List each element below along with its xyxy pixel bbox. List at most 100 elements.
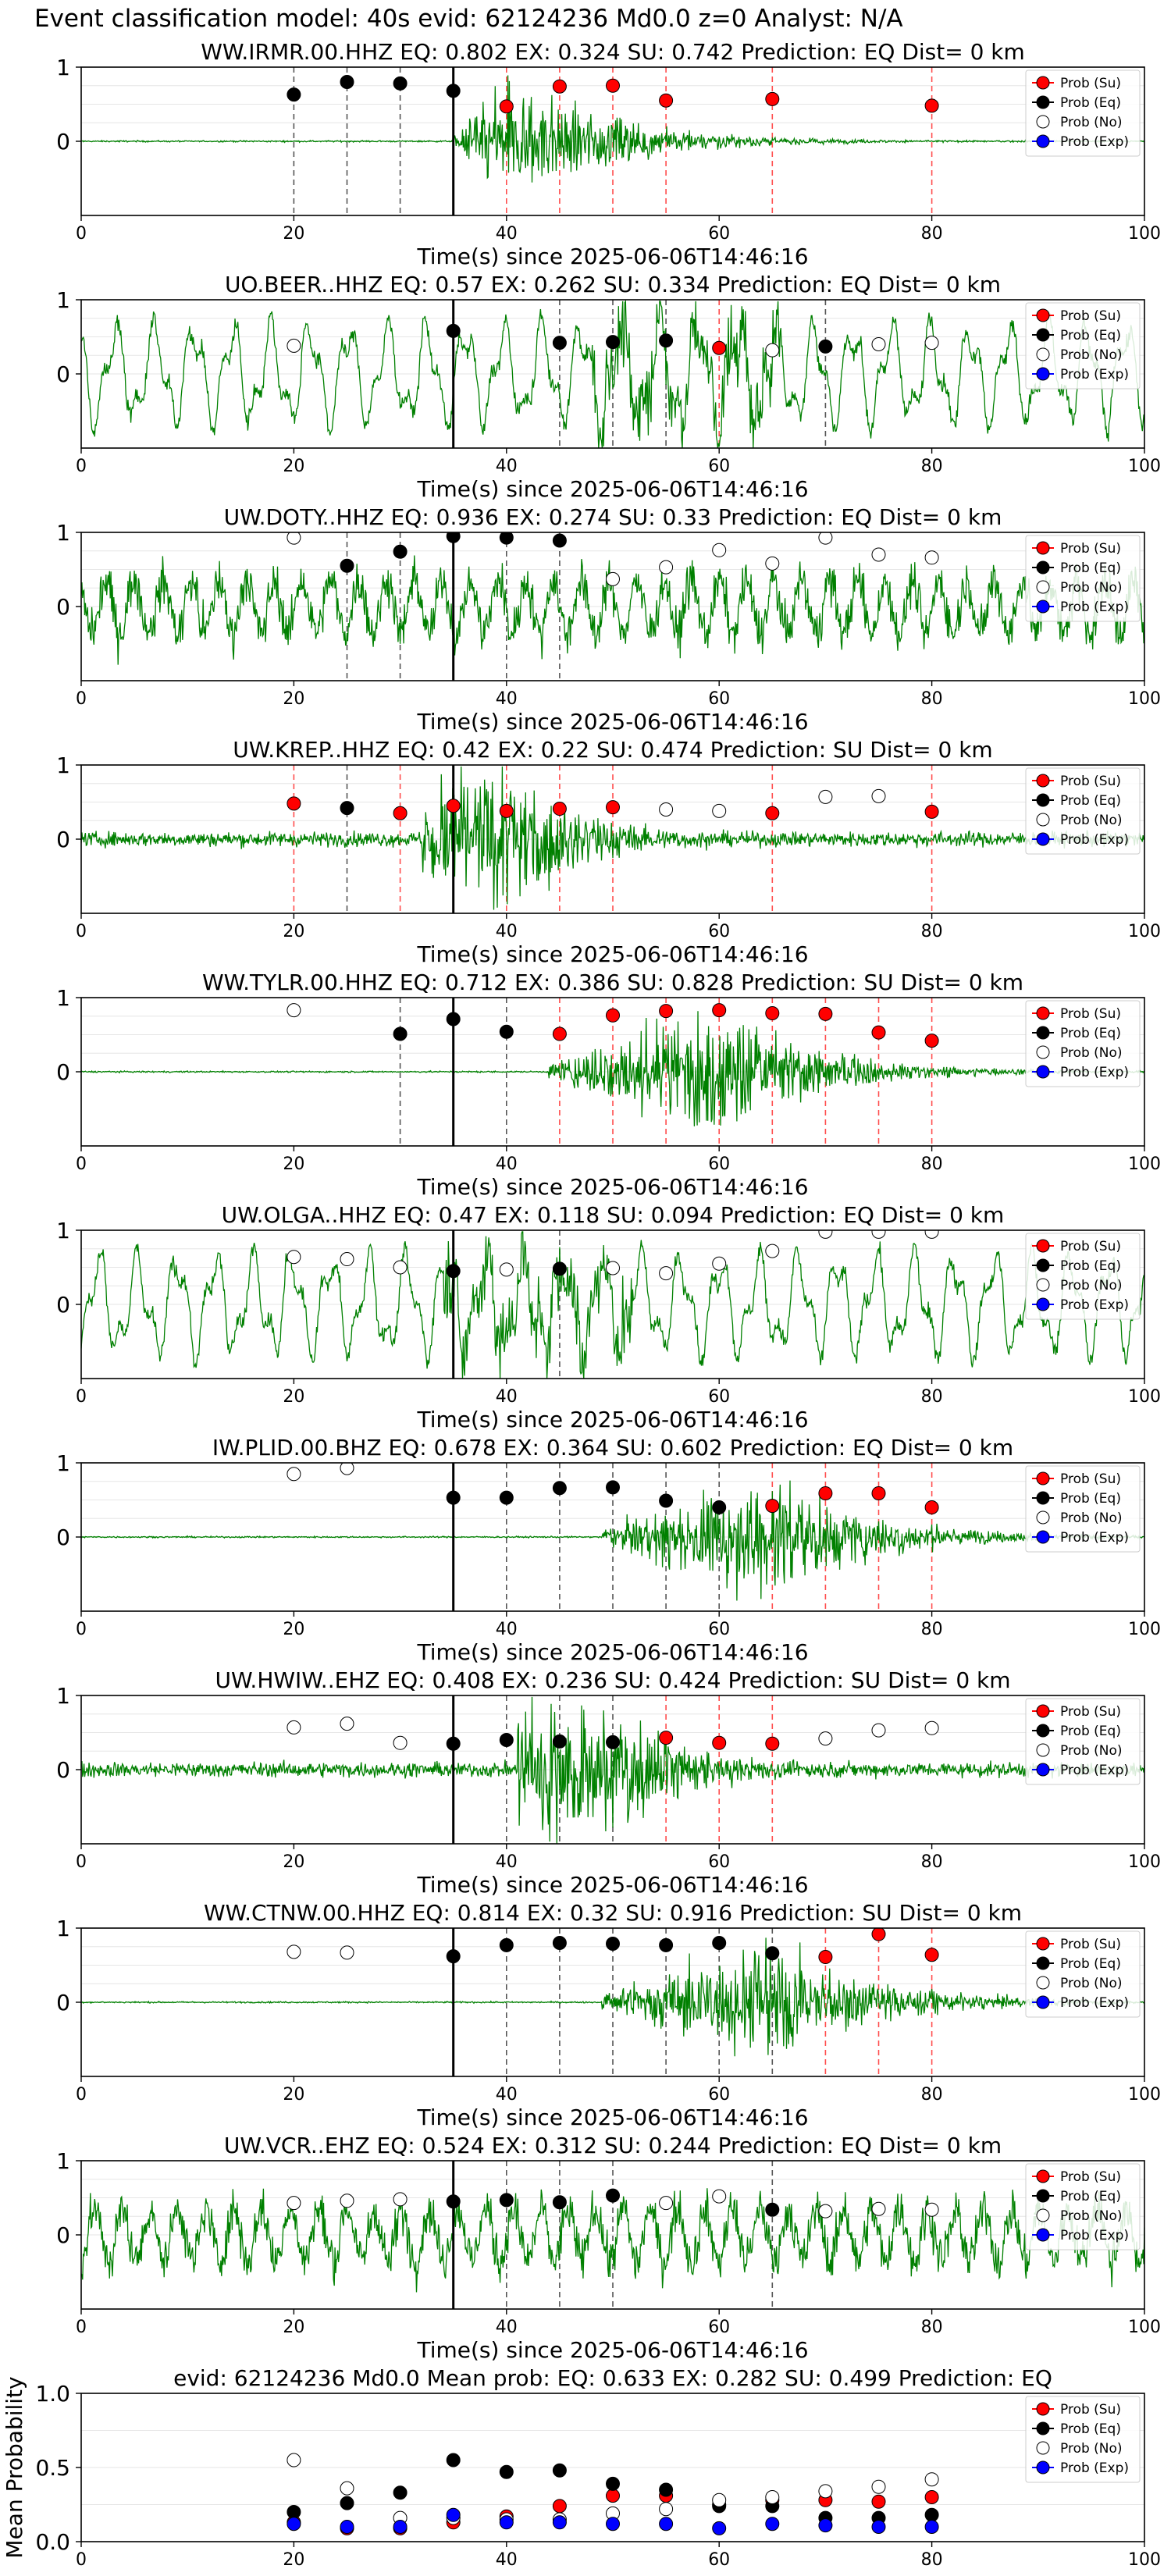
y-tick-label: 0	[56, 1525, 70, 1550]
y-tick-label: 1	[56, 753, 70, 778]
y-tick-label: 0	[56, 1990, 70, 2016]
prob-point-su	[552, 1026, 567, 1041]
legend-marker-su	[1036, 2402, 1050, 2416]
mean-point-eq	[393, 2485, 408, 2500]
mean-point-exp	[924, 2520, 939, 2534]
x-tick-label: 100	[1128, 1387, 1161, 1407]
mean-point-exp	[287, 2517, 301, 2532]
x-tick-label: 80	[921, 922, 943, 941]
x-axis-label: Time(s) since 2025-06-06T14:46:16	[416, 709, 808, 735]
prob-point-no	[659, 802, 674, 817]
prob-point-eq	[446, 1490, 461, 1505]
prob-point-no	[659, 560, 674, 575]
prob-point-eq	[552, 1481, 567, 1496]
prob-point-no	[765, 343, 780, 358]
mean-point-exp	[871, 2520, 886, 2534]
legend-marker-su	[1036, 1704, 1050, 1718]
x-tick-label: 40	[496, 1155, 518, 1174]
prob-point-no	[340, 1463, 354, 1475]
y-axis-label: Mean Probability	[2, 2376, 27, 2558]
x-axis-label: Time(s) since 2025-06-06T14:46:16	[416, 941, 808, 967]
prob-point-no	[871, 2201, 886, 2216]
x-tick-label: 0	[76, 224, 87, 244]
legend-label-eq: Prob (Eq)	[1060, 1491, 1121, 1507]
x-axis-label: Time(s) since 2025-06-06T14:46:16	[416, 2337, 808, 2363]
legend-label-exp: Prob (Exp)	[1060, 134, 1129, 150]
x-tick-label: 40	[496, 2085, 518, 2105]
mean-point-eq	[606, 2476, 620, 2491]
waveform-trace	[81, 2188, 1144, 2293]
legend-marker-exp	[1036, 1763, 1050, 1777]
x-axis-label: Time(s) since 2025-06-06T14:46:16	[416, 1639, 808, 1665]
prob-point-no	[287, 1467, 301, 1482]
prob-point-no	[765, 1244, 780, 1258]
panel-title: UW.HWIW..EHZ EQ: 0.408 EX: 0.236 SU: 0.4…	[215, 1667, 1010, 1693]
y-tick-label: 1	[56, 1450, 70, 1476]
legend-label-su: Prob (Su)	[1060, 1704, 1121, 1720]
legend-label-eq: Prob (Eq)	[1060, 2421, 1121, 2437]
prob-point-no	[659, 1266, 674, 1281]
x-tick-label: 0	[76, 2318, 87, 2337]
x-tick-label: 60	[708, 1852, 730, 1872]
legend-marker-eq	[1036, 2189, 1050, 2203]
prob-point-no	[287, 1720, 301, 1735]
prob-point-eq	[499, 1937, 514, 1952]
prob-point-eq	[552, 533, 567, 548]
x-axis-label: Time(s) since 2025-06-06T14:46:16	[416, 1174, 808, 1200]
waveform-trace	[81, 75, 1144, 183]
mean-point-su	[606, 2489, 620, 2503]
prob-point-su	[818, 1485, 833, 1500]
prob-point-no	[818, 1731, 833, 1746]
waveform-trace	[81, 1696, 1144, 1844]
prob-point-no	[924, 1720, 939, 1735]
legend-label-su: Prob (Su)	[1060, 1471, 1121, 1487]
legend-label-su: Prob (Su)	[1060, 76, 1121, 91]
prob-point-no	[712, 803, 727, 818]
y-tick-label: 0	[56, 827, 70, 852]
x-tick-label: 20	[283, 224, 304, 244]
x-tick-label: 100	[1128, 2550, 1161, 2570]
station-panel: UO.BEER..HHZ EQ: 0.57 EX: 0.262 SU: 0.33…	[56, 272, 1161, 502]
legend-label-exp: Prob (Exp)	[1060, 1763, 1129, 1778]
prob-point-su	[924, 1500, 939, 1514]
waveform-trace	[81, 1231, 1144, 1379]
plot-area	[81, 1463, 1144, 1611]
x-tick-label: 60	[708, 689, 730, 709]
x-tick-label: 100	[1128, 224, 1161, 244]
legend-label-no: Prob (No)	[1060, 2208, 1123, 2224]
x-tick-label: 0	[76, 2085, 87, 2105]
prob-point-eq	[446, 1264, 461, 1279]
x-tick-label: 100	[1128, 1155, 1161, 1174]
legend-label-exp: Prob (Exp)	[1060, 1995, 1129, 2011]
prob-point-no	[924, 550, 939, 565]
station-panel: UW.KREP..HHZ EQ: 0.42 EX: 0.22 SU: 0.474…	[56, 737, 1161, 967]
legend-label-su: Prob (Su)	[1060, 541, 1121, 557]
prob-point-no	[818, 789, 833, 804]
mean-point-eq	[924, 2507, 939, 2522]
legend-label-su: Prob (Su)	[1060, 2402, 1121, 2418]
station-panel: UW.VCR..EHZ EQ: 0.524 EX: 0.312 SU: 0.24…	[56, 2133, 1161, 2363]
legend-marker-no	[1036, 2208, 1050, 2222]
legend-label-no: Prob (No)	[1060, 1510, 1123, 1526]
prob-point-su	[765, 806, 780, 820]
legend-label-no: Prob (No)	[1060, 813, 1123, 828]
panel-title: evid: 62124236 Md0.0 Mean prob: EQ: 0.63…	[173, 2365, 1052, 2391]
x-tick-label: 80	[921, 457, 943, 476]
waveform-trace	[81, 555, 1144, 665]
prob-point-su	[765, 1499, 780, 1514]
legend-label-eq: Prob (Eq)	[1060, 793, 1121, 809]
prob-point-no	[340, 1252, 354, 1267]
y-tick-label: 1	[56, 1916, 70, 1941]
prob-point-eq	[446, 323, 461, 338]
x-axis-label: Time(s) since 2025-06-06T14:46:16	[416, 1407, 808, 1432]
prob-point-su	[818, 1950, 833, 1965]
prob-point-su	[871, 1025, 886, 1040]
legend-label-no: Prob (No)	[1060, 2441, 1123, 2457]
legend-marker-no	[1036, 347, 1050, 361]
mean-point-no	[659, 2502, 674, 2517]
x-tick-label: 100	[1128, 2318, 1161, 2337]
prob-point-su	[924, 98, 939, 113]
prob-point-no	[818, 1230, 833, 1239]
prob-point-eq	[712, 1500, 727, 1514]
prob-point-eq	[499, 532, 514, 545]
